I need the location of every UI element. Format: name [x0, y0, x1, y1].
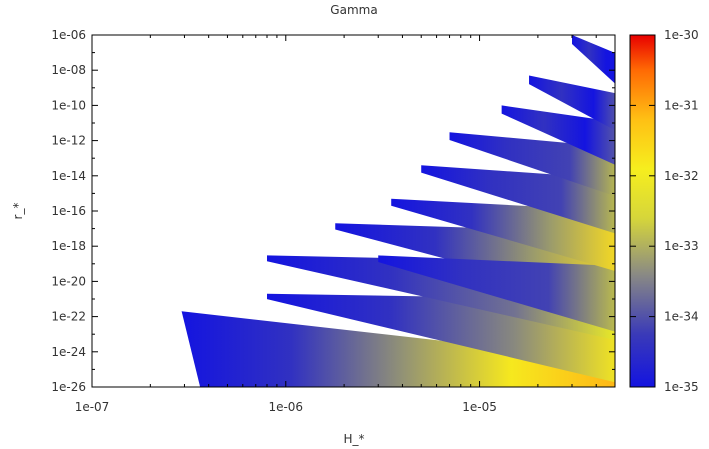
heatmap-band: [391, 198, 615, 271]
axis-ticks: [91, 34, 616, 388]
colorbar-tick-label: 1e-34: [664, 310, 699, 324]
heatmap-band: [529, 75, 615, 131]
chart-title: Gamma: [330, 3, 377, 17]
y-tick-label: 1e-22: [51, 310, 86, 324]
y-tick-label: 1e-06: [51, 28, 86, 42]
heatmap-area: [181, 35, 615, 387]
x-tick-label: 1e-05: [462, 400, 497, 414]
colorbar-tick-label: 1e-33: [664, 239, 699, 253]
x-tick-label: 1e-06: [268, 400, 303, 414]
heatmap-band: [421, 165, 615, 234]
y-tick-label: 1e-26: [51, 380, 86, 394]
y-axis-label: r_*: [11, 203, 25, 220]
y-tick-label: 1e-14: [51, 169, 86, 183]
colorbar: [629, 34, 656, 388]
colorbar-tick-label: 1e-31: [664, 98, 699, 112]
heatmap-band: [378, 255, 615, 332]
colorbar-tick-label: 1e-30: [664, 28, 699, 42]
heatmap-band: [181, 311, 615, 387]
heatmap-band: [501, 105, 615, 165]
heatmap-band: [449, 132, 615, 197]
y-tick-labels: 1e-06 1e-08 1e-10 1e-12 1e-14 1e-16 1e-18 1e-20…: [51, 28, 86, 394]
y-tick-label: 1e-10: [51, 98, 86, 112]
y-tick-label: 1e-18: [51, 239, 86, 253]
heatmap-band: [572, 35, 615, 84]
colorbar-tick-label: 1e-32: [664, 169, 699, 183]
y-tick-label: 1e-16: [51, 204, 86, 218]
x-tick-label: 1e-07: [75, 400, 110, 414]
y-tick-label: 1e-24: [51, 345, 86, 359]
y-tick-label: 1e-08: [51, 63, 86, 77]
colorbar-tick-label: 1e-35: [664, 380, 699, 394]
colorbar-labels: 1e-30 1e-31 1e-32 1e-33 1e-34 1e-35: [630, 28, 699, 394]
y-tick-label: 1e-20: [51, 274, 86, 288]
y-tick-label: 1e-12: [51, 134, 86, 148]
x-tick-labels: 1e-07 1e-06 1e-05: [75, 400, 497, 414]
x-axis-label: H_*: [343, 432, 364, 446]
